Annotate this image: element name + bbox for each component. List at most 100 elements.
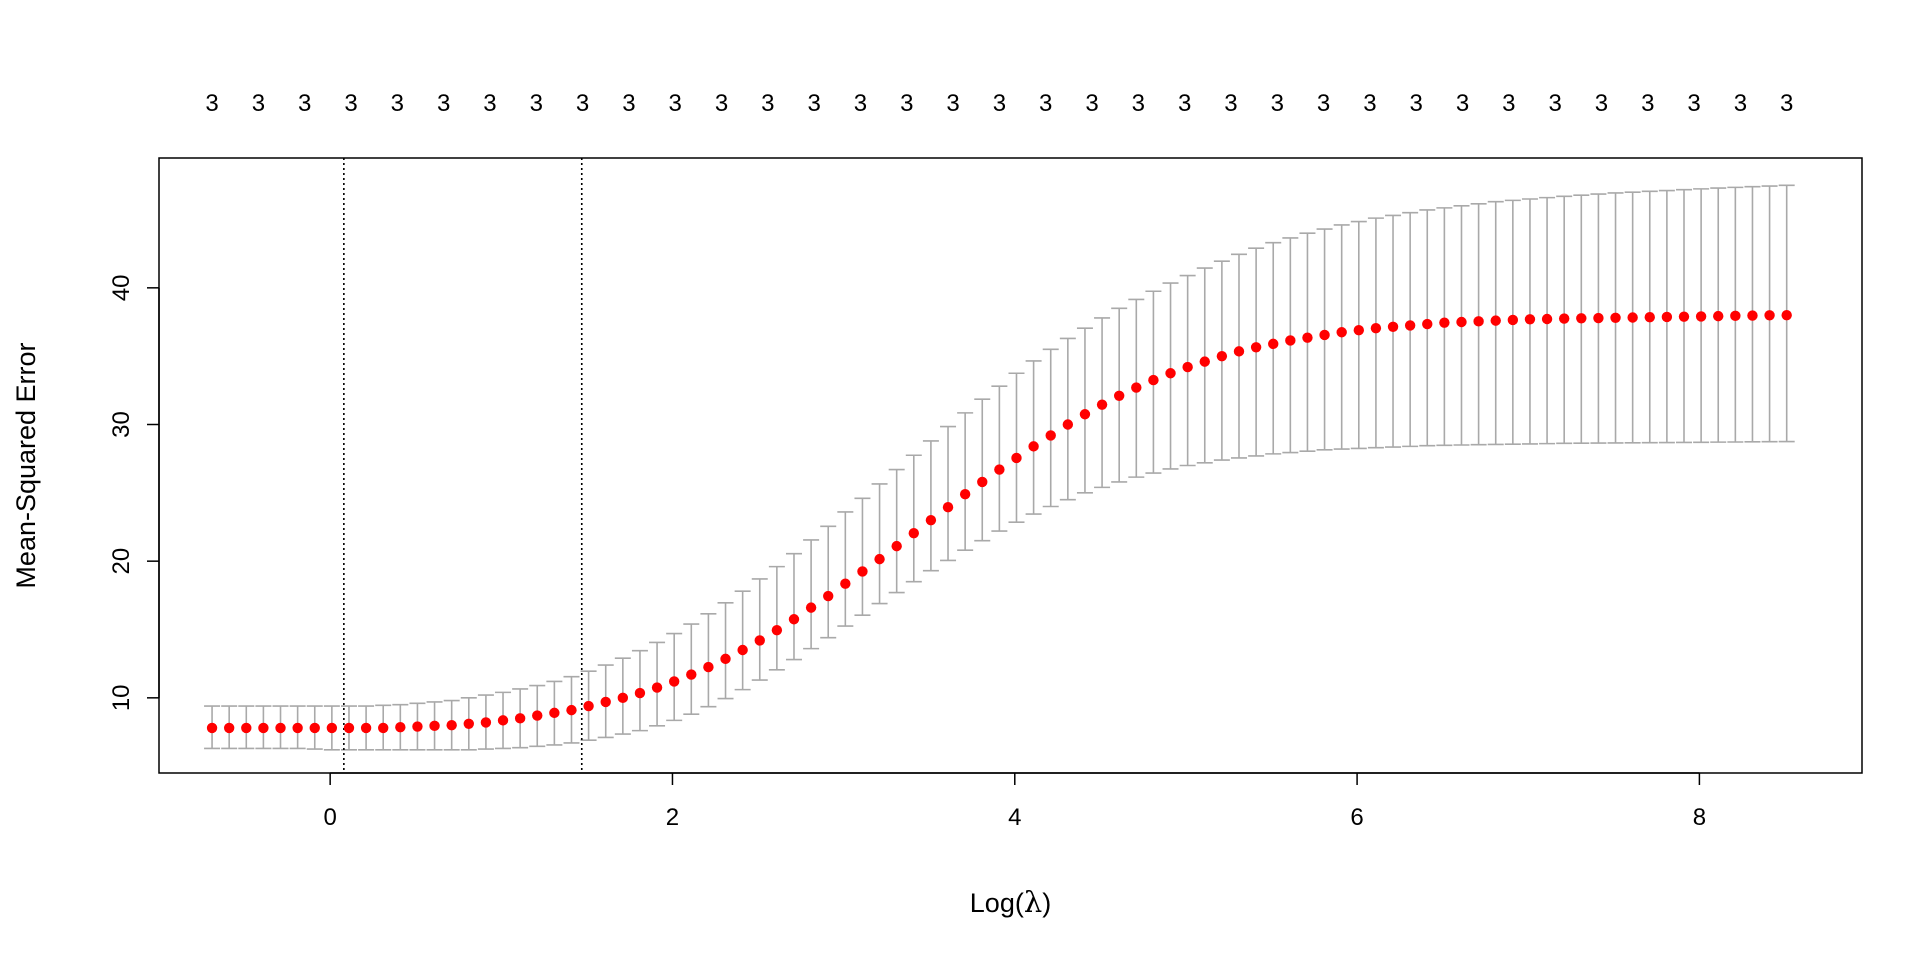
data-point — [1593, 312, 1604, 324]
x-tick-label: 8 — [1693, 804, 1706, 831]
data-point — [874, 553, 885, 565]
top-axis-label: 3 — [530, 90, 543, 117]
x-axis-title: Log(λ) — [970, 885, 1051, 919]
data-point — [1096, 399, 1108, 410]
top-axis-label: 3 — [669, 90, 682, 117]
data-point — [1062, 419, 1074, 430]
x-tick-label: 4 — [1008, 804, 1021, 831]
top-axis-label: 3 — [1132, 90, 1145, 117]
y-tick-label: 40 — [108, 274, 135, 301]
y-axis-title: Mean-Squared Error — [11, 342, 41, 588]
data-point — [1079, 409, 1091, 420]
data-point — [1028, 441, 1039, 452]
top-axis-label: 3 — [1641, 90, 1654, 117]
data-point — [343, 722, 355, 734]
data-point — [1558, 313, 1570, 324]
data-point — [754, 635, 765, 646]
data-point — [1302, 332, 1313, 343]
data-point — [566, 704, 577, 716]
data-point — [1781, 309, 1792, 321]
data-point — [1131, 382, 1142, 393]
y-tick-label: 10 — [108, 684, 135, 711]
data-point — [1439, 317, 1450, 328]
data-point — [634, 687, 646, 699]
top-axis-label: 3 — [900, 90, 913, 117]
x-tick-label: 6 — [1350, 804, 1363, 831]
data-point — [309, 722, 320, 734]
data-point — [1182, 361, 1193, 373]
data-point — [1148, 374, 1159, 386]
data-point — [600, 696, 611, 708]
data-point — [617, 692, 629, 704]
y-tick-label: 30 — [108, 411, 135, 438]
data-point — [1011, 452, 1022, 464]
top-axis-label: 3 — [622, 90, 635, 117]
x-axis-title-symbol: λ — [1024, 885, 1042, 919]
data-point — [1678, 311, 1690, 322]
error-bar — [957, 412, 974, 552]
data-point — [480, 717, 492, 728]
error-bar — [1025, 360, 1042, 515]
data-point — [241, 722, 252, 734]
data-point — [1387, 321, 1399, 332]
data-point — [1404, 320, 1416, 331]
data-point — [1268, 338, 1279, 350]
data-point — [429, 720, 440, 732]
top-axis-label: 3 — [1734, 90, 1747, 117]
x-axis-title-suffix: ) — [1042, 888, 1051, 918]
error-bar — [717, 602, 734, 700]
top-axis-label: 3 — [1178, 90, 1191, 117]
error-bar — [888, 468, 905, 594]
data-point — [378, 722, 389, 734]
data-point — [942, 501, 954, 513]
data-point — [805, 602, 817, 613]
data-point — [514, 713, 526, 724]
data-point — [395, 722, 406, 733]
x-axis: 0 2 4 6 8 — [323, 772, 1706, 831]
data-point — [1370, 322, 1382, 334]
error-bar — [940, 425, 957, 562]
top-axis-label: 3 — [993, 90, 1006, 117]
data-point — [1456, 316, 1467, 328]
data-point — [908, 527, 919, 539]
data-point — [326, 722, 338, 734]
data-points — [206, 309, 1792, 734]
error-bar — [1059, 337, 1076, 501]
data-point — [1524, 314, 1536, 325]
error-bar — [922, 440, 939, 572]
top-axis-label: 3 — [483, 90, 496, 117]
error-bar — [768, 565, 785, 671]
data-point — [1250, 342, 1262, 353]
plot-frame — [158, 157, 1863, 774]
error-bar — [1042, 348, 1059, 508]
data-point — [446, 719, 457, 731]
top-axis-label: 3 — [946, 90, 959, 117]
data-point — [1644, 312, 1655, 323]
top-axis-label: 3 — [1687, 90, 1700, 117]
data-point — [1695, 311, 1707, 322]
data-point — [1473, 316, 1484, 327]
x-axis-title-prefix: Log( — [970, 888, 1024, 918]
data-point — [857, 566, 868, 577]
top-axis-label: 3 — [807, 90, 820, 117]
data-point — [1319, 329, 1330, 341]
data-point — [1285, 335, 1296, 346]
data-point — [1507, 314, 1519, 326]
data-point — [1045, 430, 1056, 441]
error-bar — [905, 454, 922, 583]
top-axis-label: 3 — [1780, 90, 1793, 117]
data-point — [1165, 368, 1176, 379]
error-bar — [683, 623, 700, 716]
error-bar — [734, 590, 751, 691]
top-axis-label: 3 — [298, 90, 311, 117]
data-point — [771, 624, 783, 636]
top-axis-label: 3 — [1085, 90, 1098, 117]
data-point — [823, 590, 834, 602]
data-point — [1627, 312, 1638, 323]
error-bar — [871, 483, 888, 605]
data-point — [1661, 311, 1673, 323]
data-point — [1233, 346, 1245, 357]
top-axis-label: 3 — [344, 90, 357, 117]
data-point — [1490, 315, 1501, 326]
